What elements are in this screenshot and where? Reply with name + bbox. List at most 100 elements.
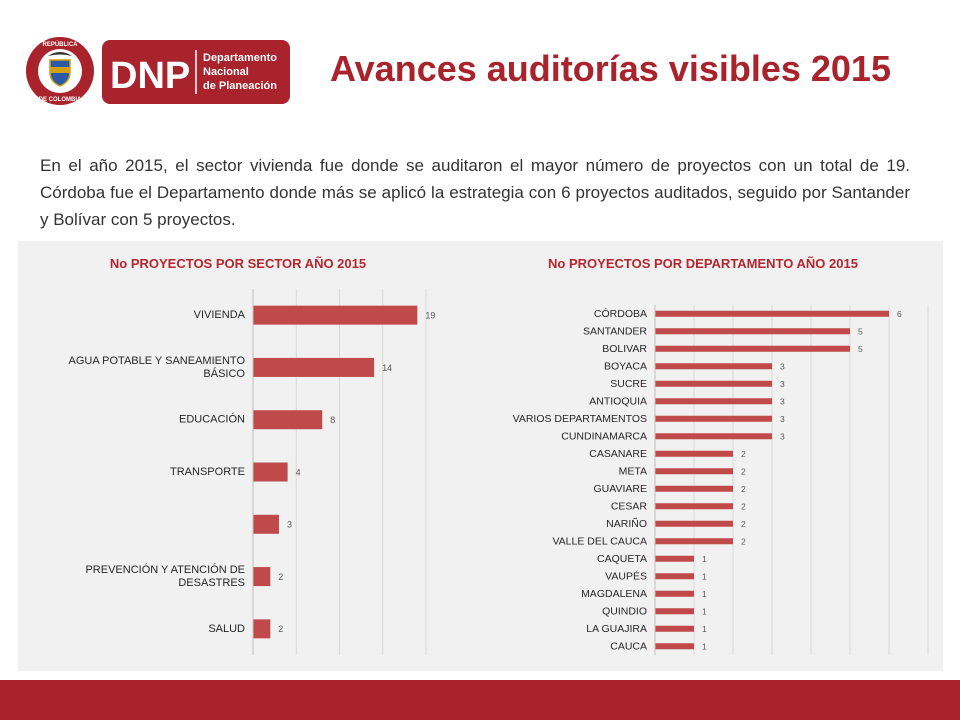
dept-category-label-line: QUINDIO (602, 605, 647, 617)
dept-data-label: 1 (702, 607, 707, 617)
dept-bar (655, 398, 772, 405)
dept-data-label: 1 (702, 589, 707, 599)
dept-category-label-line: NARIÑO (606, 517, 647, 530)
dept-data-label: 2 (741, 502, 746, 512)
dept-data-label: 2 (741, 449, 746, 459)
dept-category-label-line: LA GUAJIRA (586, 623, 647, 635)
dept-category-label: CÓRDOBA (594, 307, 647, 320)
condor-icon (48, 52, 72, 56)
sector-data-label: 3 (287, 520, 292, 530)
dept-bar (655, 415, 772, 422)
dept-bar (655, 608, 694, 615)
dept-data-label: 1 (702, 624, 707, 634)
intro-paragraph: En el año 2015, el sector vivienda fue d… (40, 156, 910, 229)
dept-category-label: MAGDALENA (581, 588, 647, 600)
dept-category-label: QUINDIO (602, 605, 647, 617)
dept-category-label-line: CÓRDOBA (594, 307, 647, 320)
dept-bar (655, 310, 889, 317)
dnp-logo: REPÚBLICA DE COLOMBIA DNP Departamento N… (26, 37, 290, 105)
sector-category-label: EDUCACIÓN (179, 413, 245, 426)
sector-bar (253, 305, 418, 325)
sector-bar (253, 514, 279, 534)
dept-category-label: GUAVIARE (594, 483, 647, 495)
dept-bar (655, 538, 733, 545)
dnp-name-line-1: Departamento (203, 52, 277, 64)
dept-data-label: 3 (780, 362, 785, 372)
sector-data-label: 14 (382, 363, 392, 373)
dept-data-label: 1 (702, 554, 707, 564)
dept-category-label-line: BOLIVAR (602, 343, 647, 355)
dept-category-label: LA GUAJIRA (586, 623, 647, 635)
sector-bar (253, 567, 271, 587)
dept-data-label: 3 (780, 397, 785, 407)
sector-category-label: VIVIENDA (194, 309, 246, 321)
footer-bar (0, 680, 960, 720)
dept-category-label-line: VARIOS DEPARTAMENTOS (513, 413, 647, 425)
sector-data-label: 4 (296, 467, 301, 477)
dnp-acronym: DNP (110, 55, 190, 97)
dept-category-label: CAUCA (610, 640, 647, 652)
dept-bar (655, 555, 694, 562)
dept-category-label-line: BOYACA (604, 360, 647, 372)
department-chart-title: No PROYECTOS POR DEPARTAMENTO AÑO 2015 (548, 256, 858, 271)
dept-bar (655, 468, 733, 475)
dept-data-label: 2 (741, 537, 746, 547)
dept-data-label: 2 (741, 519, 746, 529)
sector-category-label-line: SALUD (208, 623, 245, 635)
dept-category-label-line: ANTIOQUIA (589, 395, 647, 407)
sector-category-label-line: AGUA POTABLE Y SANEAMIENTO (69, 355, 246, 367)
dept-data-label: 1 (702, 572, 707, 582)
dept-category-label: SANTANDER (583, 325, 647, 337)
header: REPÚBLICA DE COLOMBIA DNP Departamento N… (0, 0, 960, 140)
dept-category-label: VARIOS DEPARTAMENTOS (513, 413, 647, 425)
sector-data-label: 2 (278, 572, 283, 582)
dept-data-label: 3 (780, 379, 785, 389)
dept-bar (655, 625, 694, 632)
sector-data-label: 8 (330, 415, 335, 425)
dept-category-label-line: MAGDALENA (581, 588, 647, 600)
dept-category-label: ANTIOQUIA (589, 395, 647, 407)
dept-bar (655, 380, 772, 387)
sector-chart-title: No PROYECTOS POR SECTOR AÑO 2015 (109, 256, 367, 271)
dept-category-label-line: CASANARE (589, 448, 647, 460)
dept-bar (655, 573, 694, 580)
dept-data-label: 2 (741, 484, 746, 494)
sector-bar (253, 357, 375, 377)
dept-category-label-line: CUNDINAMARCA (561, 430, 647, 442)
dept-category-label-line: SUCRE (610, 378, 647, 390)
dept-category-label-line: VAUPÉS (605, 569, 647, 582)
sector-bar (253, 462, 288, 482)
dept-data-label: 5 (858, 327, 863, 337)
dept-bar (655, 345, 850, 352)
dept-category-label: VALLE DEL CAUCA (552, 535, 647, 547)
dnp-name-line-2: Nacional (203, 66, 249, 78)
sector-bar (253, 619, 271, 639)
dept-bar (655, 643, 694, 650)
dept-bar (655, 503, 733, 510)
dept-data-label: 6 (897, 309, 902, 319)
sector-category-label: AGUA POTABLE Y SANEAMIENTO BÁSICO (69, 355, 246, 380)
sector-category-label-line: PREVENCIÓN Y ATENCIÓN DE (85, 563, 245, 576)
sector-data-label: 19 (425, 311, 435, 321)
sector-category-label-line: VIVIENDA (194, 309, 246, 321)
dept-data-label: 2 (741, 467, 746, 477)
dept-category-label-line: CAQUETA (597, 553, 647, 565)
page-title: Avances auditorías visibles 2015 (330, 48, 891, 89)
dept-category-label-line: CAUCA (610, 640, 647, 652)
dept-data-label: 1 (702, 642, 707, 652)
seal-bottom-text: DE COLOMBIA (39, 97, 82, 103)
dept-category-label: SUCRE (610, 378, 647, 390)
dept-category-label: CUNDINAMARCA (561, 430, 647, 442)
sector-category-label-line: TRANSPORTE (170, 466, 245, 478)
dept-category-label: NARIÑO (606, 517, 647, 530)
sector-bar (253, 410, 323, 430)
dept-bar (655, 328, 850, 335)
dept-data-label: 3 (780, 432, 785, 442)
dnp-name-line-3: de Planeación (203, 80, 277, 92)
dept-category-label: CAQUETA (597, 553, 647, 565)
dept-category-label-line: CESAR (611, 500, 648, 512)
dept-category-label: BOYACA (604, 360, 647, 372)
dept-bar (655, 363, 772, 370)
dept-category-label: BOLIVAR (602, 343, 647, 355)
sector-category-label-line: DESASTRES (178, 577, 245, 589)
